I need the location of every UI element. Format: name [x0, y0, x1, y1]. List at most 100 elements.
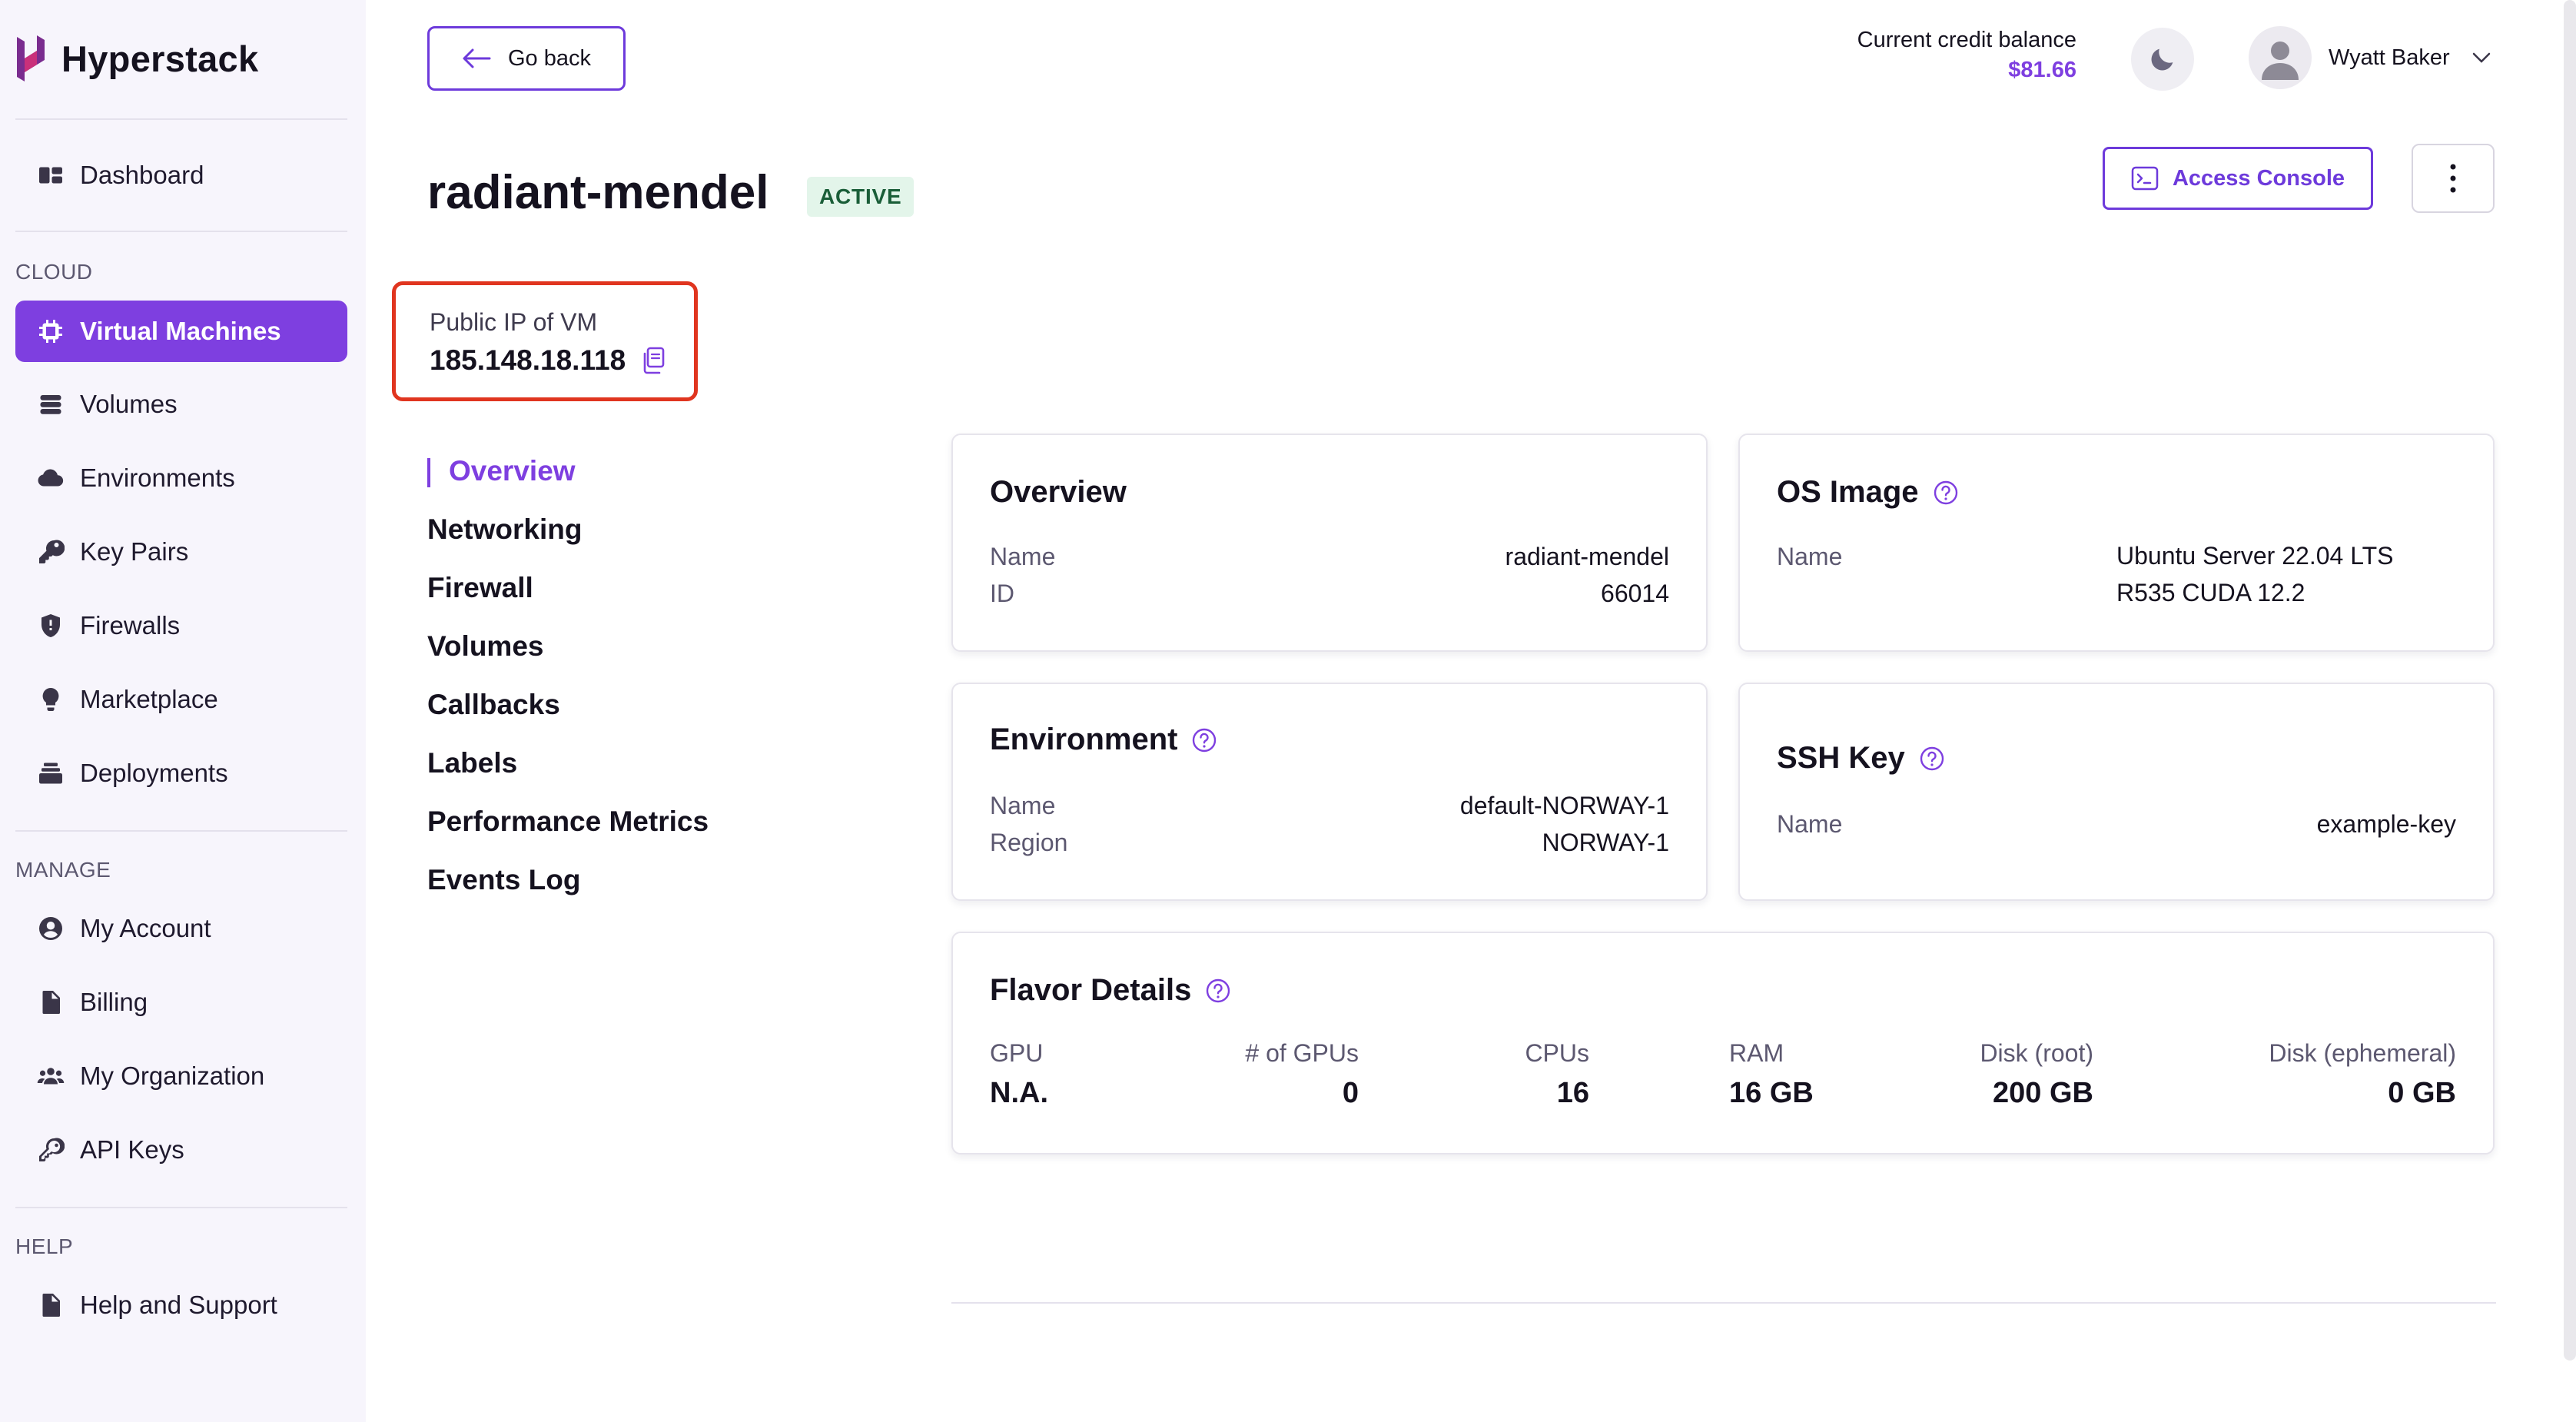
ssh-key-name-row: Name example-key — [1777, 810, 2456, 839]
user-name: Wyatt Baker — [2329, 45, 2450, 70]
theme-toggle-button[interactable] — [2131, 28, 2194, 91]
user-circle-icon — [35, 913, 66, 944]
tab-labels[interactable]: Labels — [427, 747, 518, 779]
flavor-disk-root: Disk (root) 200 GB — [1980, 1039, 2093, 1110]
tab-overview[interactable]: Overview — [427, 455, 576, 487]
database-icon — [35, 389, 66, 420]
sidebar-item-environments[interactable]: Environments — [15, 447, 347, 509]
sidebar-item-label: Marketplace — [80, 685, 218, 713]
os-image-card-title: OS Image — [1777, 475, 1959, 510]
flavor-disk-root-label: Disk (root) — [1980, 1039, 2093, 1067]
overview-id-row: ID 66014 — [990, 580, 1669, 608]
help-circle-icon[interactable] — [1933, 480, 1959, 506]
page-scrollbar[interactable] — [2564, 0, 2576, 1361]
tab-networking[interactable]: Networking — [427, 513, 583, 545]
environment-name-row: Name default-NORWAY-1 — [990, 792, 1669, 820]
access-console-button[interactable]: Access Console — [2103, 147, 2373, 210]
hyperstack-logo[interactable]: Hyperstack — [14, 31, 258, 86]
dashboard-icon — [35, 160, 66, 191]
sidebar-item-key-pairs[interactable]: Key Pairs — [15, 521, 347, 583]
environment-name-label: Name — [990, 792, 1056, 819]
flavor-gpu-count-value: 0 — [1342, 1077, 1359, 1109]
public-ip-value-row: 185.148.18.118 — [430, 344, 694, 377]
sidebar-item-virtual-machines[interactable]: Virtual Machines — [15, 301, 347, 362]
help-circle-icon[interactable] — [1191, 727, 1217, 753]
flavor-gpu-value: N.A. — [990, 1077, 1048, 1109]
overview-id-label: ID — [990, 580, 1014, 607]
flavor-disk-root-value: 200 GB — [1993, 1077, 2093, 1109]
tab-performance-metrics[interactable]: Performance Metrics — [427, 806, 709, 837]
os-image-name-value: Ubuntu Server 22.04 LTS R535 CUDA 12.2 — [2116, 537, 2456, 611]
sidebar-item-label: Environments — [80, 463, 235, 492]
sidebar-item-billing[interactable]: Billing — [15, 972, 347, 1033]
hyperstack-logo-icon — [17, 35, 45, 81]
ssh-key-title-text: SSH Key — [1777, 741, 1905, 775]
flavor-disk-ephemeral-label: Disk (ephemeral) — [2269, 1039, 2456, 1067]
section-label-manage: MANAGE — [15, 858, 111, 882]
environment-name-value: default-NORWAY-1 — [1459, 792, 1669, 819]
flavor-ram: RAM 16 GB — [1729, 1039, 1814, 1110]
user-menu[interactable]: Wyatt Baker — [2249, 26, 2491, 89]
go-back-button[interactable]: Go back — [427, 26, 626, 91]
public-ip-value: 185.148.18.118 — [430, 344, 626, 376]
sidebar-item-label: Volumes — [80, 390, 178, 418]
sidebar-divider — [15, 1207, 347, 1208]
help-circle-icon[interactable] — [1919, 746, 1945, 772]
more-options-button[interactable] — [2412, 144, 2495, 213]
arrow-left-icon — [463, 48, 491, 68]
tab-events-log[interactable]: Events Log — [427, 864, 581, 895]
sidebar-item-label: Billing — [80, 988, 148, 1016]
chip-icon — [35, 316, 66, 347]
overview-name-label: Name — [990, 543, 1056, 570]
sidebar-item-my-organization[interactable]: My Organization — [15, 1045, 347, 1107]
sidebar-item-my-account[interactable]: My Account — [15, 898, 347, 959]
tab-firewall[interactable]: Firewall — [427, 572, 533, 603]
ssh-key-name-label: Name — [1777, 810, 1843, 838]
content-divider — [951, 1302, 2496, 1304]
environment-region-row: Region NORWAY-1 — [990, 829, 1669, 857]
document-icon — [35, 1290, 66, 1321]
section-label-help: HELP — [15, 1234, 74, 1258]
credit-balance-label: Current credit balance — [1857, 28, 2076, 52]
public-ip-box: Public IP of VM 185.148.18.118 — [392, 281, 698, 401]
sidebar-item-volumes[interactable]: Volumes — [15, 374, 347, 435]
copy-icon[interactable] — [641, 347, 666, 374]
ssh-key-card: SSH Key Name example-key — [1738, 683, 2495, 901]
moon-icon — [2151, 48, 2173, 71]
flavor-gpu-count: # of GPUs 0 — [1245, 1039, 1359, 1110]
public-ip-label: Public IP of VM — [430, 308, 598, 336]
shield-icon — [35, 610, 66, 641]
flavor-title-text: Flavor Details — [990, 973, 1192, 1007]
tab-volumes[interactable]: Volumes — [427, 630, 544, 662]
environment-card-title: Environment — [990, 723, 1217, 757]
sidebar-item-label: API Keys — [80, 1135, 184, 1164]
cloud-icon — [35, 463, 66, 493]
sidebar-item-label: Key Pairs — [80, 537, 189, 566]
sidebar-item-deployments[interactable]: Deployments — [15, 743, 347, 804]
flavor-cpus-value: 16 — [1556, 1077, 1589, 1109]
environment-title-text: Environment — [990, 723, 1178, 756]
sidebar-item-marketplace[interactable]: Marketplace — [15, 669, 347, 730]
help-circle-icon[interactable] — [1205, 978, 1231, 1004]
credit-balance: Current credit balance $81.66 — [1857, 28, 2076, 83]
section-label-cloud: CLOUD — [15, 260, 93, 284]
overview-card-title: Overview — [990, 475, 1127, 509]
sidebar: Hyperstack Dashboard CLOUD Virtual Machi… — [0, 0, 366, 1422]
os-image-name-line2: R535 CUDA 12.2 — [2116, 579, 2305, 606]
tab-callbacks[interactable]: Callbacks — [427, 689, 560, 720]
sidebar-item-label: Help and Support — [80, 1291, 277, 1319]
flavor-disk-ephemeral: Disk (ephemeral) 0 GB — [2269, 1039, 2456, 1110]
sidebar-item-help-and-support[interactable]: Help and Support — [15, 1274, 347, 1336]
console-icon — [2131, 166, 2159, 191]
sidebar-item-label: My Organization — [80, 1062, 265, 1090]
user-avatar-icon — [2262, 42, 2299, 80]
sidebar-item-label: Deployments — [80, 759, 228, 787]
overview-card: Overview Name radiant-mendel ID 66014 — [951, 434, 1708, 652]
sidebar-item-firewalls[interactable]: Firewalls — [15, 595, 347, 656]
environment-region-label: Region — [990, 829, 1068, 856]
sidebar-item-dashboard[interactable]: Dashboard — [15, 145, 347, 206]
sidebar-divider — [15, 118, 347, 120]
sidebar-item-api-keys[interactable]: API Keys — [15, 1119, 347, 1181]
flavor-cpus-label: CPUs — [1525, 1039, 1589, 1067]
os-image-name-row: Name Ubuntu Server 22.04 LTS R535 CUDA 1… — [1777, 542, 2456, 611]
